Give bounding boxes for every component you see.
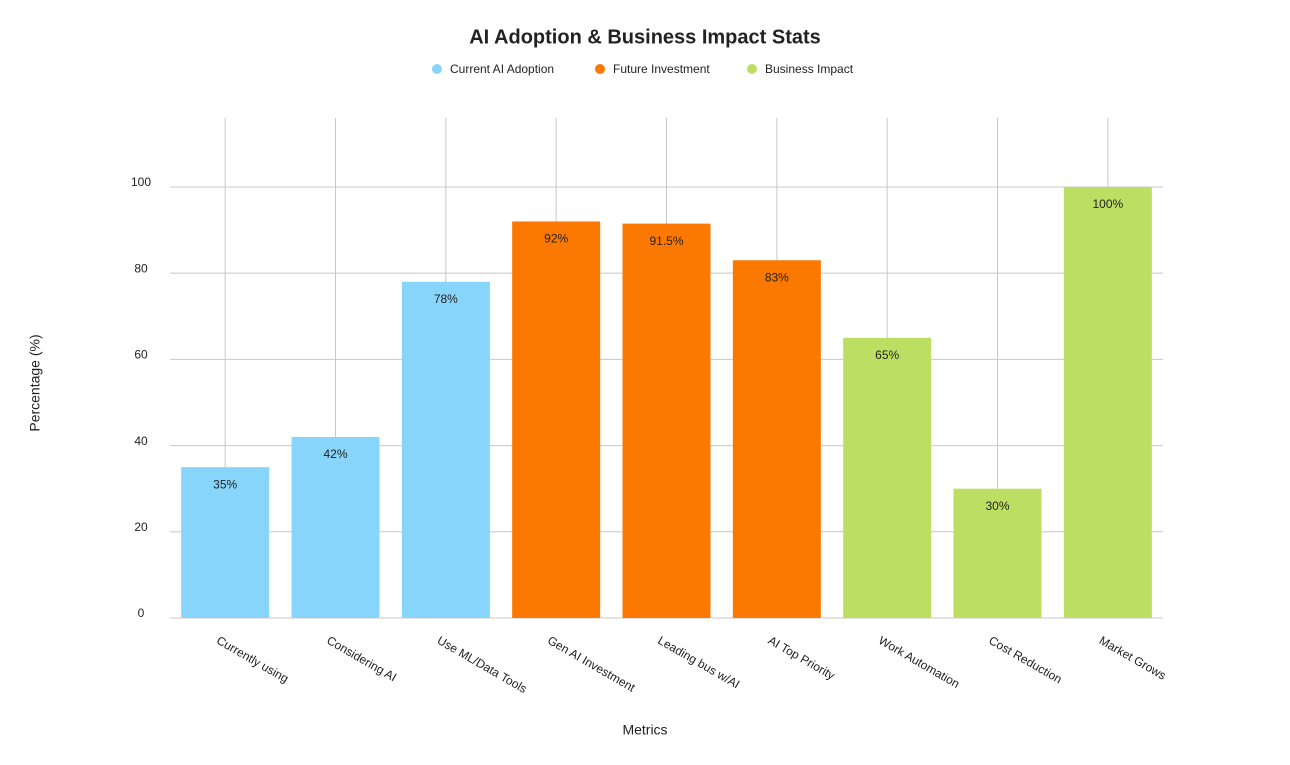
bar	[512, 221, 601, 618]
data-label: 100%	[1092, 197, 1123, 211]
x-tick-label: Work Automation	[876, 633, 962, 691]
y-tick-label: 20	[134, 520, 148, 534]
legend-marker	[432, 64, 442, 74]
bar	[1063, 186, 1152, 618]
legend-label: Current AI Adoption	[450, 62, 554, 76]
data-label: 42%	[323, 447, 347, 461]
bar	[843, 337, 932, 618]
x-axis-title: Metrics	[622, 722, 667, 738]
bar	[953, 488, 1042, 618]
bar	[291, 436, 380, 618]
x-tick-label: Considering AI	[324, 633, 399, 684]
x-tick-label: Gen AI Investment	[545, 633, 638, 695]
x-tick-label: AI Top Priority	[766, 633, 838, 682]
data-label: 35%	[213, 477, 237, 491]
bar	[401, 281, 490, 618]
x-tick-label: Market Grows	[1097, 633, 1169, 682]
bar	[181, 467, 270, 618]
legend-label: Future Investment	[613, 62, 710, 76]
x-tick-label: Use ML/Data Tools	[435, 633, 530, 696]
y-tick-label: 40	[134, 434, 148, 448]
data-label: 92%	[544, 232, 568, 246]
data-label: 91.5%	[649, 234, 683, 248]
data-label: 83%	[765, 270, 789, 284]
legend-label: Business Impact	[765, 62, 854, 76]
x-tick-label: Leading bus w/AI	[655, 633, 742, 691]
y-tick-label: 80	[134, 261, 148, 275]
chart-title: AI Adoption & Business Impact Stats	[469, 26, 821, 48]
bar	[622, 223, 711, 618]
y-tick-label: 100	[131, 175, 151, 189]
y-axis-title: Percentage (%)	[27, 334, 43, 431]
bars	[181, 186, 1152, 618]
data-label: 30%	[985, 499, 1009, 513]
y-tick-label: 0	[138, 606, 145, 620]
legend-marker	[595, 64, 605, 74]
x-tick-label: Cost Reduction	[986, 633, 1064, 686]
x-tick-label: Currently using	[214, 633, 291, 685]
legend-marker	[747, 64, 757, 74]
y-tick-label: 60	[134, 348, 148, 362]
bar	[732, 260, 821, 618]
data-label: 65%	[875, 348, 899, 362]
data-label: 78%	[434, 292, 458, 306]
